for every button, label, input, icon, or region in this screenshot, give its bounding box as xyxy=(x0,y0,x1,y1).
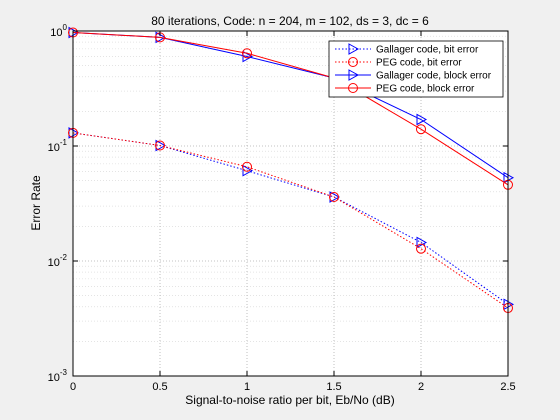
y-tick-exponent: -2 xyxy=(60,253,68,262)
x-tick-label: 1.5 xyxy=(326,381,341,393)
legend-label: Gallager code, bit error xyxy=(376,45,479,56)
y-tick-exponent: 0 xyxy=(63,23,68,32)
data-point-marker xyxy=(155,140,165,151)
plot-border xyxy=(72,30,509,377)
data-point-marker xyxy=(329,192,339,203)
series-line xyxy=(72,32,509,186)
legend-box xyxy=(328,40,504,98)
legend-marker xyxy=(348,69,360,81)
data-point-marker xyxy=(416,124,426,135)
series-line xyxy=(72,132,509,305)
y-axis-label: Error Rate xyxy=(29,175,43,231)
x-tick-label: 0 xyxy=(70,381,76,393)
legend-marker xyxy=(348,57,358,67)
data-point-marker xyxy=(242,164,254,177)
legend-label: Gallager code, block error xyxy=(376,71,492,82)
data-point-marker xyxy=(242,48,252,59)
y-tick-label: 100 xyxy=(50,23,67,39)
y-tick-exponent: -1 xyxy=(60,138,68,147)
legend-label: PEG code, bit error xyxy=(376,58,462,69)
series-2 xyxy=(68,127,513,314)
y-tick-label: 10-3 xyxy=(48,368,68,384)
y-tick-exponent: -3 xyxy=(60,368,68,377)
legend-item: Gallager code, bit error xyxy=(335,43,479,56)
data-point-marker xyxy=(416,113,428,126)
data-point-marker xyxy=(416,243,426,254)
legend-label: PEG code, block error xyxy=(376,84,475,95)
series-layer xyxy=(68,26,515,314)
data-point-marker xyxy=(242,50,254,63)
y-tick-label: 10-1 xyxy=(48,138,68,154)
x-tick-label: 2.5 xyxy=(500,381,515,393)
x-tick-label: 1 xyxy=(244,381,250,393)
legend-item: PEG code, bit error xyxy=(335,57,462,69)
chart-title: 80 iterations, Code: n = 204, m = 102, d… xyxy=(151,14,429,28)
x-axis-label: Signal-to-noise ratio per bit, Eb/No (dB… xyxy=(185,393,394,407)
legend-marker xyxy=(348,43,360,55)
x-tick-label: 0.5 xyxy=(152,381,167,393)
y-tick-label: 10-2 xyxy=(48,253,68,269)
data-point-marker xyxy=(416,236,428,249)
x-tick-label: 2 xyxy=(418,381,424,393)
legend-marker xyxy=(348,83,358,93)
data-point-marker xyxy=(242,161,252,172)
legend-item: Gallager code, block error xyxy=(335,69,492,82)
legend-item: PEG code, block error xyxy=(335,83,475,95)
chart-legend: Gallager code, bit error PEG code, bit er… xyxy=(328,40,504,98)
